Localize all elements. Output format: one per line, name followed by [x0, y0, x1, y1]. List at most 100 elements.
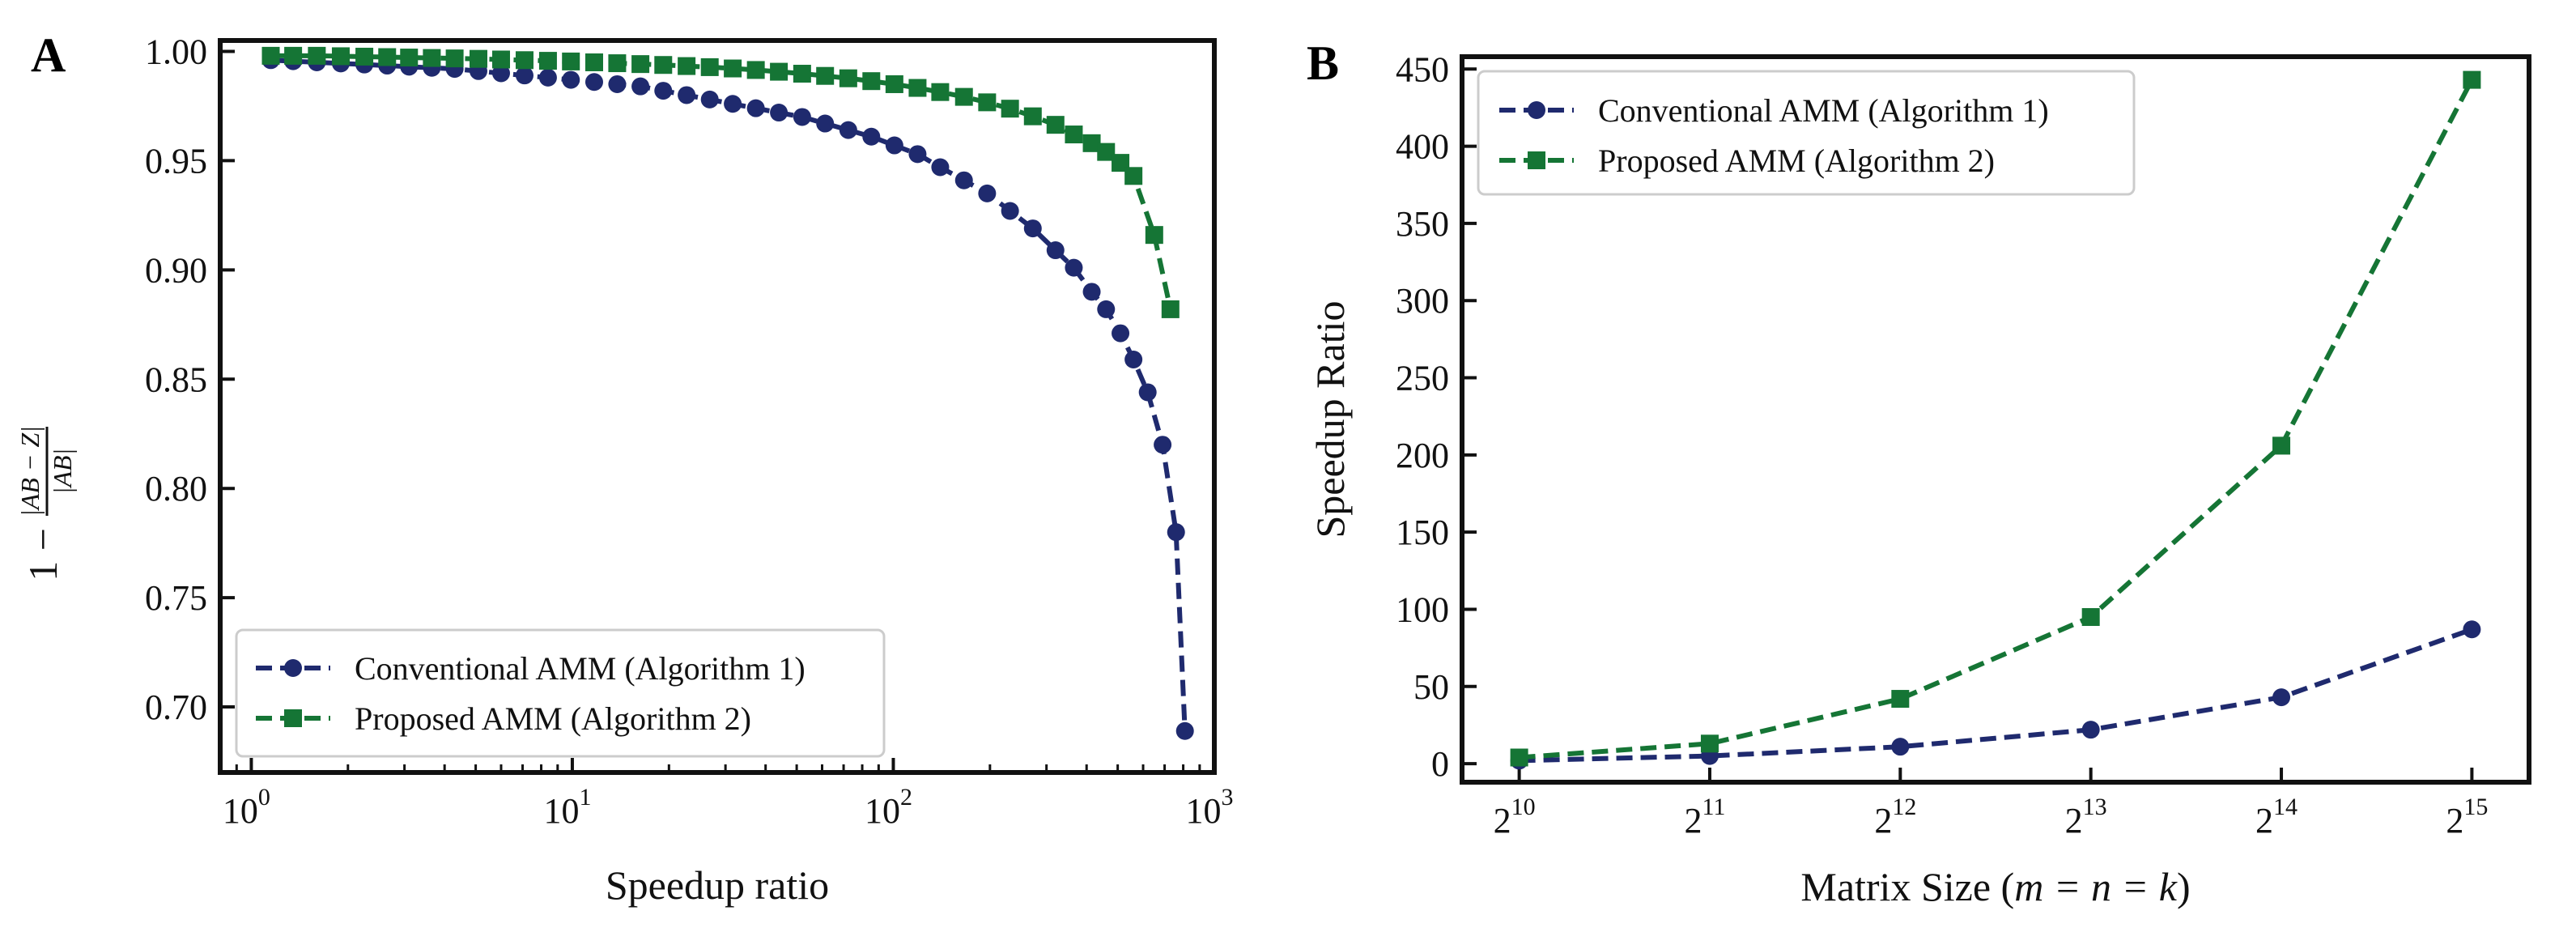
panel-a-data-point	[862, 127, 881, 146]
panel-a-data-point	[1065, 258, 1083, 277]
panel-a-data-point	[908, 145, 927, 164]
panel-a-data-point	[839, 69, 857, 87]
panel-a-data-point	[931, 158, 950, 177]
panel-a-data-point	[1023, 219, 1042, 238]
panel-a-data-point	[1161, 300, 1180, 318]
panel-a-data-point	[978, 184, 997, 202]
panel-a-data-point	[746, 61, 765, 79]
panel-a-data-point	[885, 74, 903, 93]
panel-a-data-point	[654, 56, 673, 74]
panel-a-legend-label: Conventional AMM (Algorithm 1)	[355, 650, 806, 687]
panel-a-data-point	[816, 114, 835, 133]
panel-a-xtick-exponent: 2	[900, 784, 912, 811]
panel-a-ytick-label: 1.00	[145, 32, 207, 71]
panel-a-data-point	[1023, 107, 1042, 126]
panel-a-data-point	[1065, 126, 1083, 144]
panel-a-data-point	[469, 49, 487, 68]
panel-b-ylabel: Speedup Ratio	[1307, 300, 1353, 538]
panel-b-xtick-exponent: 14	[2273, 794, 2298, 820]
panel-b: B 0 50 100 150 200 250 300 350 400 450 210 211 212 21…	[1307, 36, 2531, 909]
panel-a-series-line-2	[270, 53, 1173, 310]
panel-b-xlabel-prefix: Matrix Size (	[1800, 864, 2014, 909]
panel-b-series	[1510, 70, 2481, 770]
panel-a-data-point	[1097, 300, 1116, 318]
panel-b-ytick-label: 50	[1413, 667, 1449, 707]
panel-b-xtick-label: 212	[1874, 794, 1916, 841]
panel-a-ylabel-denominator: |AB|	[48, 449, 77, 495]
panel-a-ylabel-lead: 1 −	[20, 528, 66, 581]
panel-b-xtick-label: 213	[2065, 794, 2107, 841]
panel-a-legend-label: Proposed AMM (Algorithm 2)	[355, 700, 751, 737]
panel-a-data-point	[378, 48, 397, 66]
panel-b-xtick-label: 215	[2446, 794, 2488, 841]
panel-a-data-point	[1145, 226, 1163, 245]
panel-a-data-point	[724, 59, 742, 78]
panel-a-xtick-label: 103	[1186, 784, 1234, 831]
panel-b-xlabel-math: m = n = k	[2014, 864, 2178, 909]
panel-a-data-point	[839, 121, 857, 139]
panel-a-data-point	[770, 104, 789, 122]
panel-b-legend: Conventional AMM (Algorithm 1) Proposed A…	[1477, 70, 2136, 196]
panel-a-data-point	[1167, 523, 1185, 542]
panel-b-ytick-label: 0	[1431, 744, 1449, 784]
panel-a-data-point	[584, 73, 603, 91]
panel-a-data-point	[1138, 383, 1157, 402]
panel-b-ytick-label: 450	[1396, 49, 1449, 89]
panel-b-ytick-label: 100	[1396, 589, 1449, 629]
panel-b-xtick-exponent: 13	[2083, 794, 2107, 820]
panel-b-xtick-exponent: 12	[1892, 794, 1916, 820]
panel-b-data-point	[2081, 721, 2100, 739]
panel-a-data-point	[885, 136, 903, 155]
panel-a-xtick-label: 102	[865, 784, 912, 831]
panel-a-xtick-exponent: 1	[579, 784, 591, 811]
panel-a-data-point	[678, 86, 696, 104]
panel-b-series-line-2	[1519, 79, 2475, 760]
panel-b-letter: B	[1307, 36, 1339, 90]
panel-b-data-point	[1510, 748, 1528, 767]
panel-a-legend-box	[235, 628, 886, 758]
panel-a-data-point	[445, 49, 464, 68]
panel-a-data-point	[515, 66, 533, 85]
panel-a-ylabel: 1 − |AB − Z| |AB|	[15, 426, 77, 581]
panel-b-ytick-label: 300	[1396, 281, 1449, 321]
panel-a-data-point	[1124, 350, 1143, 368]
panel-b-legend-box	[1477, 70, 2136, 196]
panel-a-xtick-label: 100	[223, 784, 270, 831]
panel-a-data-point	[584, 53, 603, 71]
panel-a-ytick-label: 0.80	[145, 469, 207, 509]
panel-a-data-point	[608, 54, 627, 73]
panel-a-xtick-exponent: 0	[258, 784, 270, 811]
panel-a-data-point	[1001, 100, 1019, 118]
panel-a-data-point	[1154, 436, 1172, 454]
panel-a-data-point	[700, 90, 719, 109]
panel-a-legend-marker	[284, 659, 302, 677]
panel-a-legend-marker	[284, 709, 302, 727]
panel-b-xtick-label: 211	[1685, 794, 1726, 841]
panel-a-ylabel-numerator: |AB − Z|	[15, 426, 45, 517]
panel-b-data-point	[1700, 734, 1719, 753]
panel-a-data-point	[1097, 143, 1116, 161]
panel-a-data-point	[515, 51, 533, 70]
panel-a-data-point	[261, 46, 280, 65]
panel-a-data-point	[978, 93, 997, 112]
panel-b-ytick-label: 150	[1396, 513, 1449, 552]
panel-a-data-point	[1001, 202, 1019, 220]
panel-b-xlabel-suffix: )	[2177, 864, 2191, 909]
panel-a-data-point	[816, 66, 835, 85]
panel-a-data-point	[793, 65, 811, 83]
panel-b-ytick-label: 250	[1396, 359, 1449, 398]
panel-a-data-point	[770, 62, 789, 81]
panel-a-data-point	[331, 47, 350, 66]
panel-a-series	[261, 46, 1194, 740]
panel-b-data-point	[2081, 608, 2100, 627]
panel-b-xtick-label: 210	[1494, 794, 1536, 841]
panel-b-xlabel: Matrix Size (m = n = k)	[1800, 864, 2190, 909]
panel-a-data-point	[1046, 116, 1065, 134]
panel-b-series-line-1	[1519, 627, 2473, 764]
panel-b-data-point	[2463, 620, 2481, 639]
panel-a-data-point	[1124, 167, 1143, 185]
panel-b-data-point	[1891, 738, 1910, 756]
panel-a-data-point	[538, 68, 557, 87]
